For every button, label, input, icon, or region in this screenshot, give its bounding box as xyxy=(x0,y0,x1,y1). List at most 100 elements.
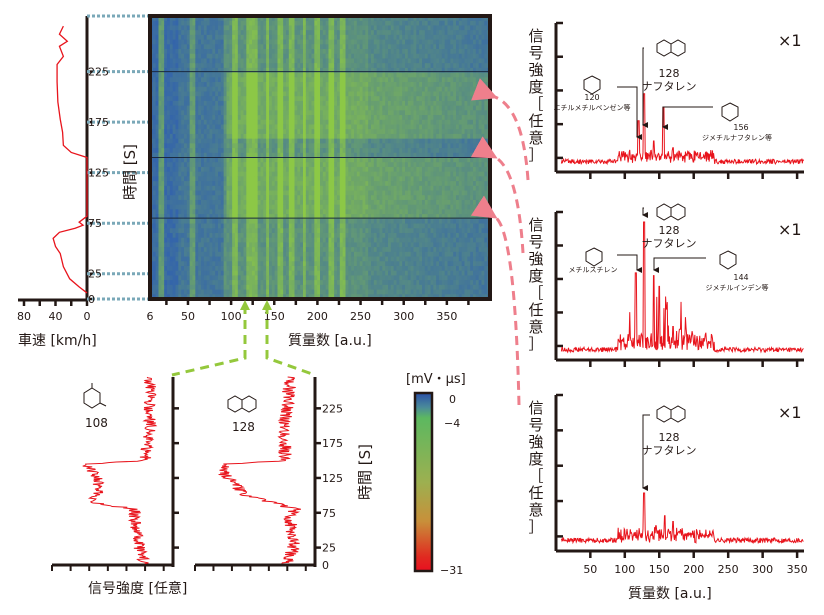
heatmap-cell xyxy=(322,86,327,93)
heatmap-cell xyxy=(314,284,318,291)
heatmap-cell xyxy=(297,58,301,64)
heatmap-cell xyxy=(266,280,270,286)
heatmap-cell xyxy=(351,199,355,206)
heatmap-cell xyxy=(331,115,335,121)
heatmap-cell xyxy=(186,110,191,116)
heatmap-cell xyxy=(379,34,383,41)
heatmap-cell xyxy=(235,218,239,225)
heatmap-cell xyxy=(337,218,341,225)
heatmap-cell xyxy=(294,39,298,45)
heatmap-cell xyxy=(192,195,196,201)
heatmap-cell xyxy=(269,237,273,243)
heatmap-cell xyxy=(308,124,313,130)
heatmap-cell xyxy=(379,237,383,243)
heatmap-cell xyxy=(356,34,361,41)
heatmap-cell xyxy=(161,119,165,126)
heatmap-cell xyxy=(229,176,233,182)
heatmap-cell xyxy=(203,30,208,36)
heatmap-cell xyxy=(305,176,310,182)
heatmap-cell xyxy=(229,152,233,159)
heatmap-cell xyxy=(373,190,378,196)
heatmap-cell xyxy=(320,96,324,102)
heatmap-cell xyxy=(337,232,341,239)
heatmap-cell xyxy=(269,143,273,149)
heatmap-cell xyxy=(209,129,213,135)
heatmap-cell xyxy=(249,82,253,88)
heatmap-cell xyxy=(212,34,216,41)
heatmap-cell xyxy=(189,223,194,229)
heatmap-cell xyxy=(314,265,318,272)
heatmap-cell xyxy=(235,157,239,163)
heatmap-cell xyxy=(314,218,318,225)
heatmap-cell xyxy=(158,265,162,272)
heatmap-cell xyxy=(359,176,364,182)
heatmap-cell xyxy=(345,67,349,74)
heatmap-cell xyxy=(322,181,327,187)
heatmap-cell xyxy=(243,91,247,97)
heatmap-cell xyxy=(362,58,366,64)
heatmap-cell xyxy=(274,181,279,187)
heatmap-cell xyxy=(320,171,324,177)
heatmap-cell xyxy=(257,77,262,83)
heatmap-cell xyxy=(376,148,381,154)
heatmap-cell xyxy=(201,67,205,74)
heatmap-cell xyxy=(283,77,287,83)
heatmap-cell xyxy=(223,204,228,210)
heatmap-cell xyxy=(271,30,276,36)
heatmap-cell xyxy=(351,185,355,192)
heatmap-cell xyxy=(184,105,188,111)
heatmap-cell xyxy=(334,176,338,182)
heatmap-cell xyxy=(260,232,264,239)
heatmap-cell xyxy=(348,63,352,69)
heatmap-cell xyxy=(294,261,298,267)
heatmap-cell xyxy=(334,195,338,201)
heatmap-cell xyxy=(286,91,290,97)
heatmap-cell xyxy=(317,152,321,159)
heatmap-cell xyxy=(339,237,344,243)
heatmap-cell xyxy=(271,67,276,74)
heatmap-cell xyxy=(373,16,378,22)
heatmap-cell xyxy=(382,204,386,210)
heatmap-cell xyxy=(297,223,301,229)
heatmap-cell xyxy=(181,247,185,253)
heatmap-cell xyxy=(345,44,349,50)
heatmap-cell xyxy=(354,119,358,126)
heatmap-cell xyxy=(300,242,304,248)
heatmap-cell xyxy=(342,63,347,69)
heatmap-cell xyxy=(379,82,383,88)
heatmap-cell xyxy=(158,105,162,111)
heatmap-cell xyxy=(181,72,185,78)
heatmap-cell xyxy=(331,44,335,50)
heatmap-cell xyxy=(362,72,366,78)
heatmap-cell xyxy=(189,289,194,295)
heatmap-cell xyxy=(226,218,230,225)
heatmap-cell xyxy=(167,232,171,239)
heatmap-cell xyxy=(303,152,307,159)
heatmap-cell xyxy=(201,119,205,126)
heatmap-cell xyxy=(300,232,304,239)
heatmap-cell xyxy=(252,185,256,192)
heatmap-cell xyxy=(192,115,196,121)
heatmap-cell xyxy=(172,237,177,243)
heatmap-cell xyxy=(260,44,264,50)
heatmap-cell xyxy=(362,157,366,163)
heatmap-cell xyxy=(288,34,293,41)
heatmap-cell xyxy=(300,49,304,55)
heatmap-cell xyxy=(280,185,284,192)
heatmap-cell xyxy=(294,256,298,262)
heatmap-cell xyxy=(308,82,313,88)
heatmap-cell xyxy=(291,218,296,225)
heatmap-cell xyxy=(240,148,245,154)
heatmap-cell xyxy=(266,49,270,55)
heatmap-cell xyxy=(232,49,236,55)
heatmap-cell xyxy=(365,143,369,149)
heatmap-cell xyxy=(249,34,253,41)
heatmap-cell xyxy=(291,53,296,60)
heatmap-cell xyxy=(359,181,364,187)
heatmap-cell xyxy=(186,105,191,111)
heatmap-cell xyxy=(189,96,194,102)
heatmap-cell xyxy=(365,152,369,159)
heatmap-cell xyxy=(311,77,315,83)
heatmap-cell xyxy=(294,265,298,272)
heatmap-cell xyxy=(297,190,301,196)
